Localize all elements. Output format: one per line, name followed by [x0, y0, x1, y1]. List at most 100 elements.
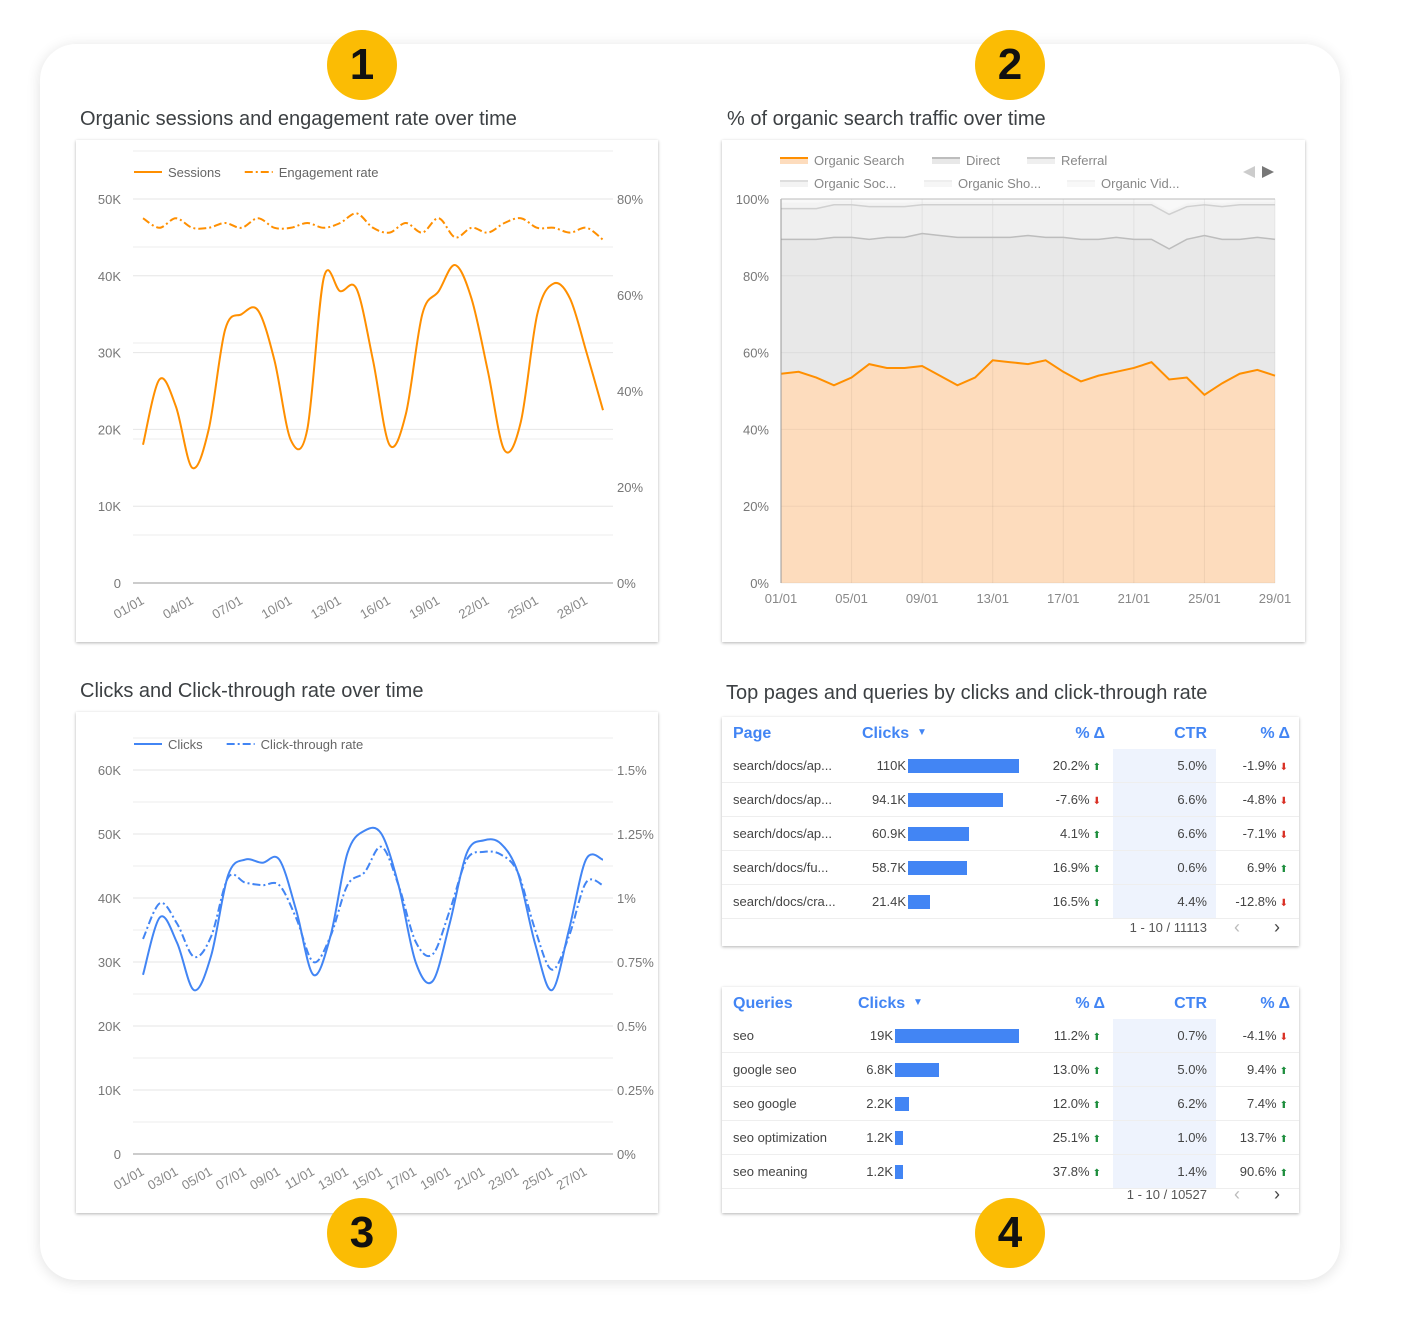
sort-desc-icon[interactable]: ▼	[913, 997, 923, 1008]
clicks-delta: 37.8% ⬆	[1053, 1155, 1101, 1191]
column-header-4[interactable]: % Δ	[1260, 995, 1290, 1012]
table-row[interactable]: search/docs/cra... 21.4K 16.5% ⬆ 4.4% -12.8% ⬇	[722, 885, 1299, 919]
column-header-1[interactable]: Clicks	[858, 995, 906, 1012]
traffic-share-chart-panel: 01/01 05/01 09/01 13/01 17/01 21/01 25/01 29/01…	[722, 140, 1305, 642]
arrow-down-icon: ⬇	[1279, 898, 1288, 909]
column-header-2[interactable]: % Δ	[1075, 995, 1105, 1012]
prev-page-button[interactable]: ‹	[1234, 1184, 1240, 1204]
row-label[interactable]: search/docs/ap...	[733, 826, 832, 841]
legend-swatch	[1027, 158, 1055, 164]
column-header-4[interactable]: % Δ	[1260, 725, 1290, 742]
clicks-delta: 20.2% ⬆	[1053, 749, 1101, 785]
column-header-3[interactable]: CTR	[1174, 725, 1207, 742]
table-row[interactable]: seo 19K 11.2% ⬆ 0.7% -4.1% ⬇	[722, 1019, 1299, 1053]
clicks-bar	[895, 1165, 903, 1179]
column-header-0[interactable]: Queries	[733, 995, 793, 1012]
ctr-delta: 13.7% ⬆	[1240, 1121, 1288, 1157]
badge-3: 3	[327, 1198, 397, 1268]
clicks-delta-value: 16.5%	[1052, 894, 1090, 909]
series-line-2	[781, 204, 1275, 216]
arrow-up-icon: ⬆	[1092, 762, 1101, 773]
arrow-up-icon: ⬆	[1092, 1168, 1101, 1179]
y-tick-left: 20K	[98, 1019, 121, 1034]
ctr-delta: 7.4% ⬆	[1247, 1087, 1288, 1123]
table-row[interactable]: seo google 2.2K 12.0% ⬆ 6.2% 7.4% ⬆	[722, 1087, 1299, 1121]
x-tick: 05/01	[179, 1164, 215, 1193]
legend-label: Engagement rate	[279, 165, 379, 180]
table-row[interactable]: search/docs/fu... 58.7K 16.9% ⬆ 0.6% 6.9% ⬆	[722, 851, 1299, 885]
row-label[interactable]: seo google	[733, 1096, 797, 1111]
table-row[interactable]: search/docs/ap... 94.1K -7.6% ⬇ 6.6% -4.8% ⬇	[722, 783, 1299, 817]
chart1-title: Organic sessions and engagement rate ove…	[80, 108, 517, 130]
badge-2: 2	[975, 30, 1045, 100]
column-header-3[interactable]: CTR	[1174, 995, 1207, 1012]
clicks-value: 1.2K	[866, 1164, 893, 1179]
row-label[interactable]: search/docs/ap...	[733, 758, 832, 773]
row-label[interactable]: seo	[733, 1028, 754, 1043]
chart3-title: Clicks and Click-through rate over time	[80, 680, 424, 702]
clicks-bar	[908, 759, 1019, 773]
legend-label: Organic Vid...	[1101, 176, 1180, 191]
ctr-delta: -7.1% ⬇	[1243, 817, 1288, 853]
row-label[interactable]: google seo	[733, 1062, 797, 1077]
column-header-1[interactable]: Clicks	[862, 725, 910, 742]
row-label[interactable]: search/docs/fu...	[733, 860, 829, 875]
table-row[interactable]: seo meaning 1.2K 37.8% ⬆ 1.4% 90.6% ⬆	[722, 1155, 1299, 1189]
tables-title: Top pages and queries by clicks and clic…	[726, 682, 1208, 704]
y-tick-right: 80%	[617, 192, 643, 207]
prev-page-button[interactable]: ‹	[1234, 917, 1240, 937]
column-header-0[interactable]: Page	[733, 725, 772, 742]
arrow-down-icon: ⬇	[1279, 830, 1288, 841]
y-tick-right: 0.75%	[617, 955, 654, 970]
x-tick: 07/01	[213, 1164, 249, 1193]
legend-label: Organic Search	[814, 153, 904, 168]
series-line-1	[142, 212, 604, 241]
ctr-delta-value: 7.4%	[1246, 1096, 1277, 1111]
table-row[interactable]: google seo 6.8K 13.0% ⬆ 5.0% 9.4% ⬆	[722, 1053, 1299, 1087]
arrow-up-icon: ⬆	[1279, 1134, 1288, 1145]
y-tick-left: 40K	[98, 891, 121, 906]
ctr-delta-value: -7.1%	[1242, 826, 1277, 841]
row-label[interactable]: seo optimization	[733, 1130, 827, 1145]
table-row[interactable]: seo optimization 1.2K 25.1% ⬆ 1.0% 13.7% ⬆	[722, 1121, 1299, 1155]
column-header-2[interactable]: % Δ	[1075, 725, 1105, 742]
x-tick: 25/01	[505, 593, 541, 622]
ctr-value: 5.0%	[1177, 1062, 1207, 1077]
y-tick-right: 0.25%	[617, 1083, 654, 1098]
row-label[interactable]: search/docs/cra...	[733, 894, 836, 909]
next-page-button[interactable]: ›	[1274, 917, 1280, 937]
sort-desc-icon[interactable]: ▼	[917, 727, 927, 738]
arrow-up-icon: ⬆	[1092, 898, 1101, 909]
table-row[interactable]: search/docs/ap... 110K 20.2% ⬆ 5.0% -1.9% ⬇	[722, 749, 1299, 783]
y-tick-right: 0.5%	[617, 1019, 647, 1034]
clicks-value: 21.4K	[872, 894, 906, 909]
row-label[interactable]: seo meaning	[733, 1164, 808, 1179]
clicks-delta-value: -7.6%	[1055, 792, 1090, 807]
row-label[interactable]: search/docs/ap...	[733, 792, 832, 807]
clicks-delta: -7.6% ⬇	[1056, 783, 1101, 819]
clicks-delta: 12.0% ⬆	[1053, 1087, 1101, 1123]
legend-prev-icon[interactable]	[1243, 166, 1255, 178]
legend-next-icon[interactable]	[1262, 166, 1274, 178]
x-tick: 21/01	[452, 1164, 488, 1193]
y-tick: 100%	[736, 192, 770, 207]
legend-swatch	[780, 158, 808, 164]
y-tick: 40%	[743, 422, 769, 437]
clicks-bar	[895, 1029, 1019, 1043]
table-row[interactable]: search/docs/ap... 60.9K 4.1% ⬆ 6.6% -7.1% ⬇	[722, 817, 1299, 851]
clicks-bar	[895, 1097, 910, 1111]
legend-label: Sessions	[168, 165, 221, 180]
sessions-chart: 0 10K 20K 30K 40K 50K 0% 20% 40% 60% 80% 01/01 04/01…	[98, 150, 643, 622]
y-tick-left: 10K	[98, 499, 121, 514]
y-tick-left: 0	[114, 1147, 121, 1162]
arrow-up-icon: ⬆	[1092, 1134, 1101, 1145]
next-page-button[interactable]: ›	[1274, 1184, 1280, 1204]
x-tick: 22/01	[456, 593, 492, 622]
chart2-title: % of organic search traffic over time	[727, 108, 1046, 130]
clicks-value: 60.9K	[872, 826, 906, 841]
y-tick-right: 1%	[617, 891, 636, 906]
x-tick: 11/01	[282, 1164, 317, 1193]
y-tick-left: 50K	[98, 827, 121, 842]
clicks-delta-value: 25.1%	[1052, 1130, 1090, 1145]
clicks-bar	[895, 1063, 940, 1077]
